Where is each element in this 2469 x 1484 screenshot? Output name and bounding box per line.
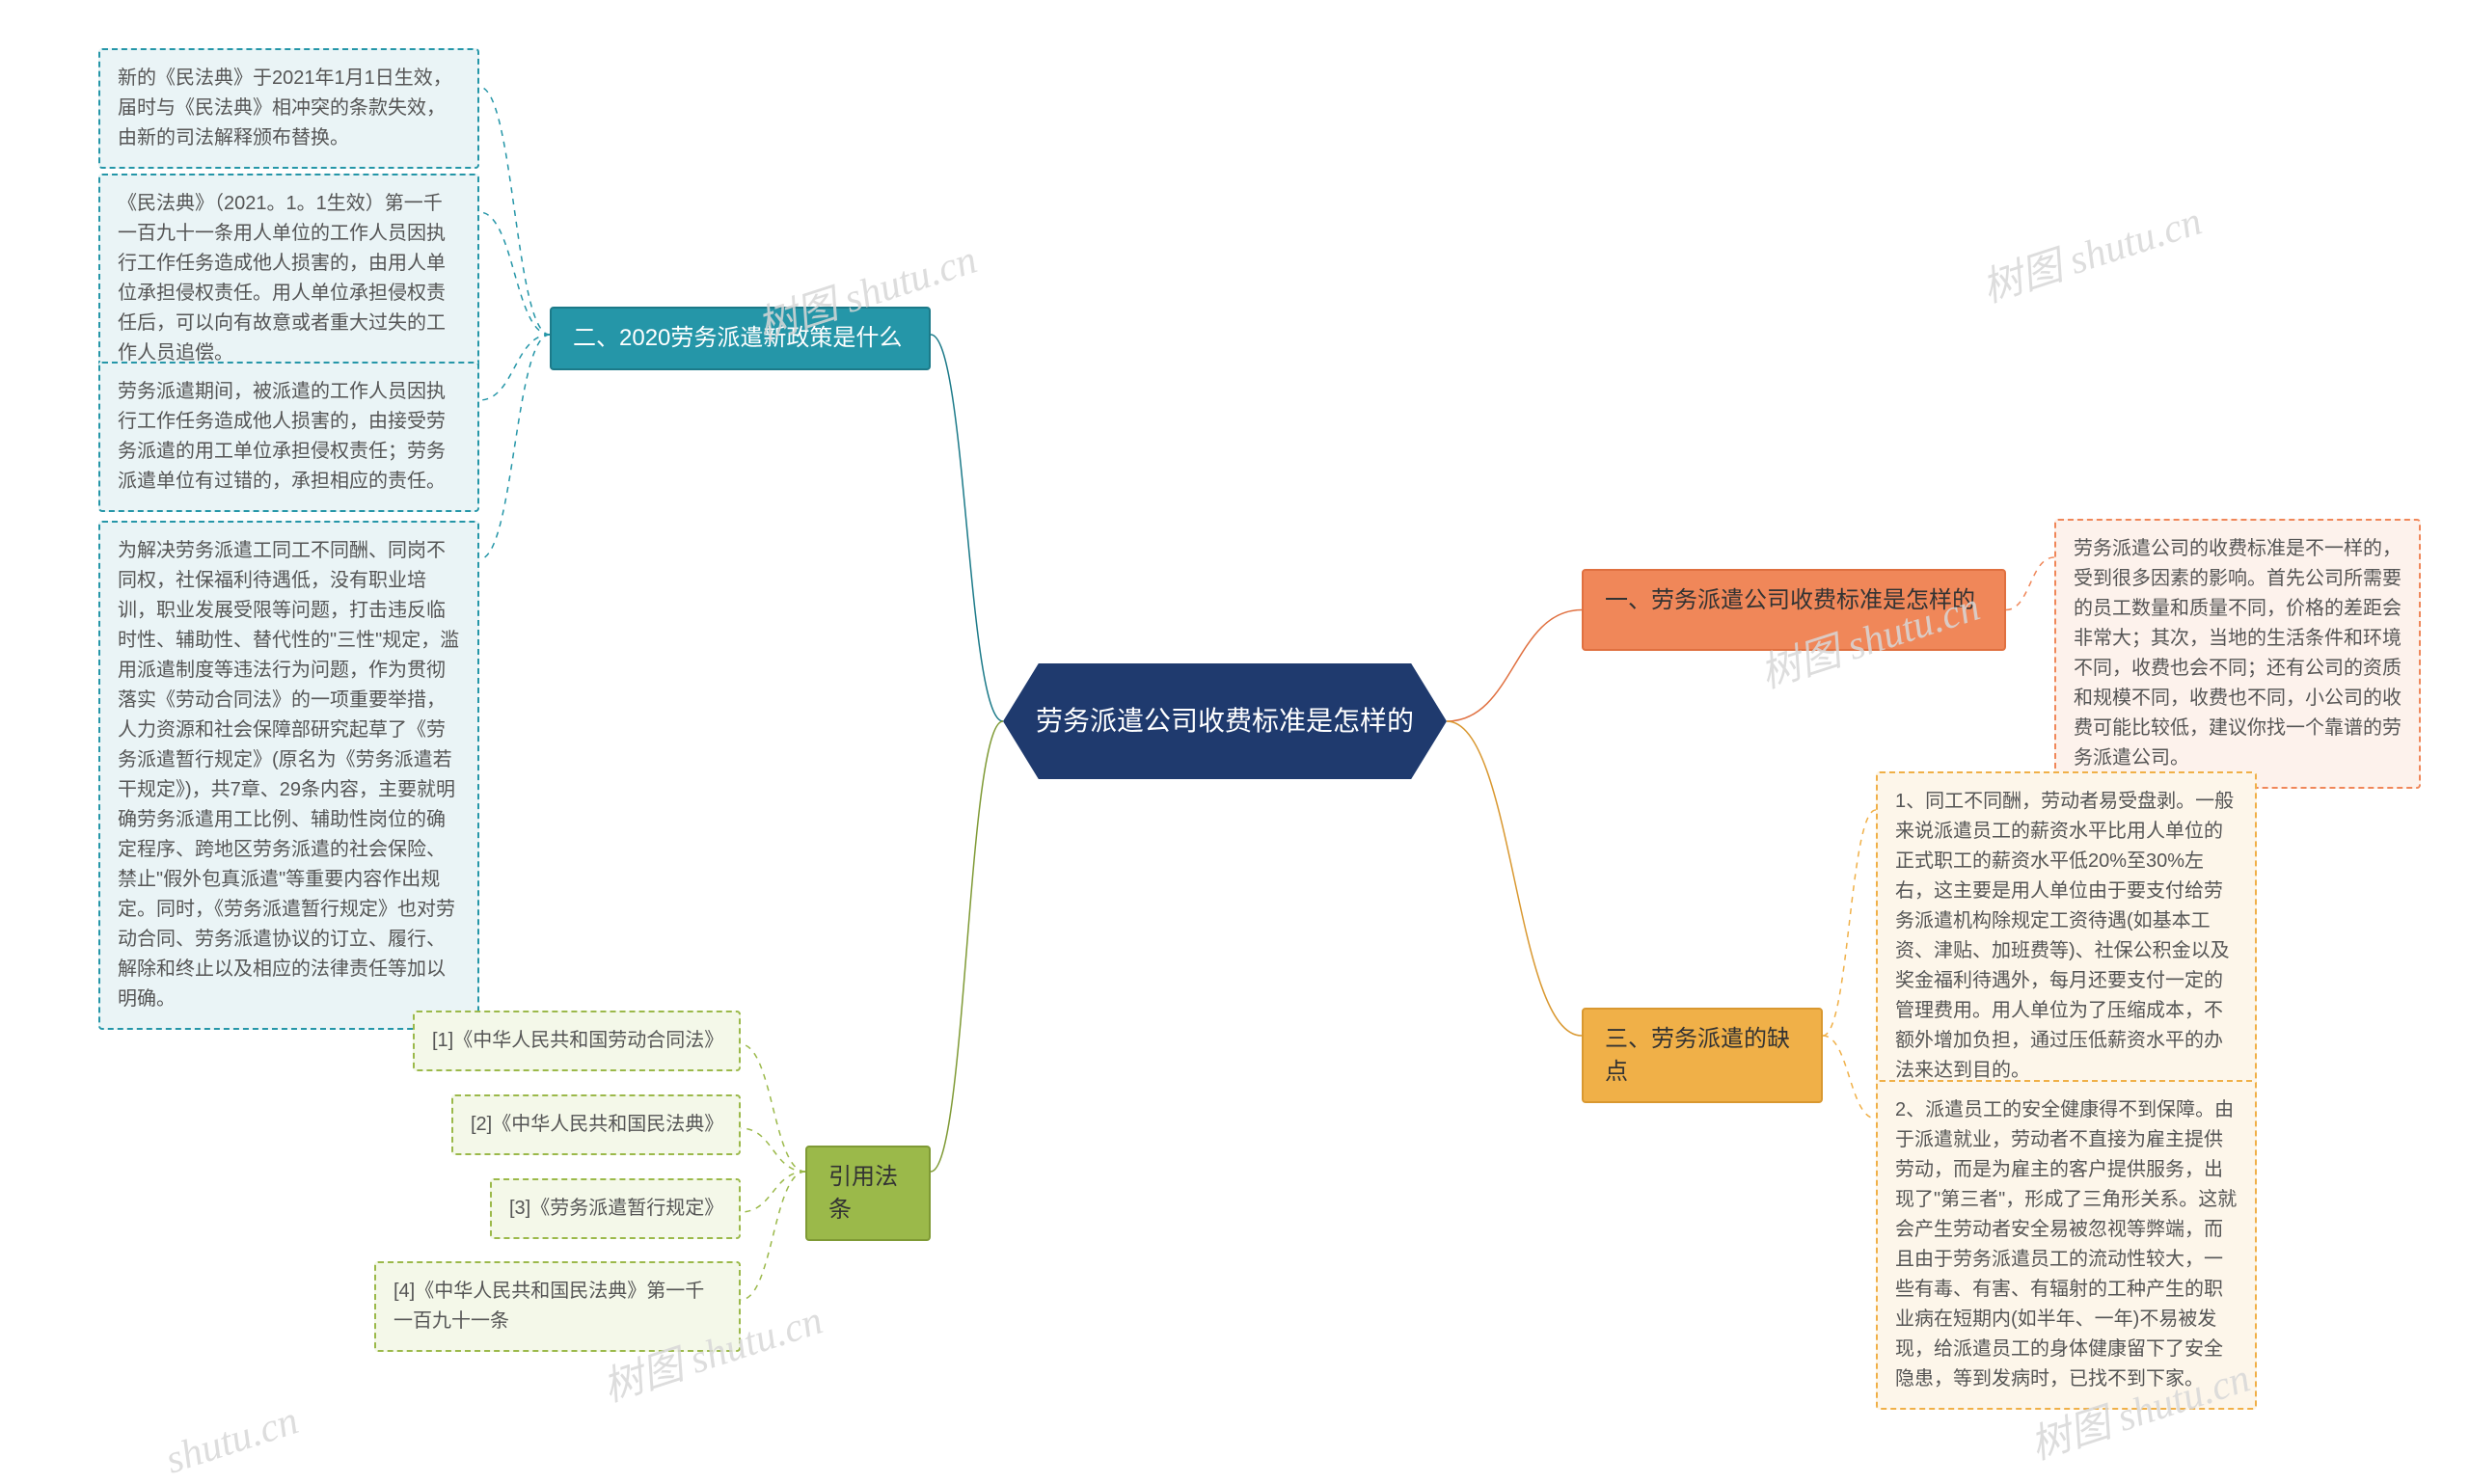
leaf-b4l1: [1]《中华人民共和国劳动合同法》 [413, 1011, 741, 1071]
branch-b2: 二、2020劳务派遣新政策是什么 [550, 307, 931, 370]
leaf-b4l4: [4]《中华人民共和国民法典》第一千一百九十一条 [374, 1261, 741, 1352]
branch-b3: 三、劳务派遣的缺点 [1582, 1008, 1823, 1103]
watermark: 树图 shutu.cn [1973, 188, 2208, 314]
leaf-b2l2: 《民法典》（2021。1。1生效）第一千一百九十一条用人单位的工作人员因执行工作… [98, 174, 479, 384]
leaf-b1l1: 劳务派遣公司的收费标准是不一样的，受到很多因素的影响。首先公司所需要的员工数量和… [2054, 519, 2421, 789]
mindmap-canvas: 劳务派遣公司收费标准是怎样的 一、劳务派遣公司收费标准是怎样的劳务派遣公司的收费标… [0, 0, 2469, 1461]
watermark: shutu.cn [160, 1397, 304, 1483]
branch-b4: 引用法条 [805, 1146, 931, 1241]
leaf-b2l4: 为解决劳务派遣工同工不同酬、同岗不同权，社保福利待遇低，没有职业培训，职业发展受… [98, 521, 479, 1030]
leaf-b4l3: [3]《劳务派遣暂行规定》 [490, 1178, 741, 1239]
leaf-b2l3: 劳务派遣期间，被派遣的工作人员因执行工作任务造成他人损害的，由接受劳务派遣的用工… [98, 362, 479, 512]
leaf-b3l2: 2、派遣员工的安全健康得不到保障。由于派遣就业，劳动者不直接为雇主提供劳动，而是… [1876, 1080, 2257, 1410]
leaf-b2l1: 新的《民法典》于2021年1月1日生效，届时与《民法典》相冲突的条款失效，由新的… [98, 48, 479, 169]
leaf-b3l1: 1、同工不同酬，劳动者易受盘剥。一般来说派遣员工的薪资水平比用人单位的正式职工的… [1876, 771, 2257, 1101]
leaf-b4l2: [2]《中华人民共和国民法典》 [451, 1094, 741, 1155]
center-node: 劳务派遣公司收费标准是怎样的 [1003, 663, 1447, 779]
branch-b1: 一、劳务派遣公司收费标准是怎样的 [1582, 569, 2006, 651]
